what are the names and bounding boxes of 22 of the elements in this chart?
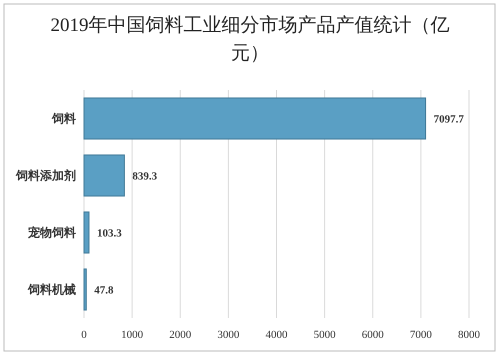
- x-tick-label: 1000: [121, 329, 144, 341]
- bar: [84, 211, 90, 254]
- data-label: 103.3: [96, 228, 122, 240]
- x-tick-label: 2000: [169, 329, 192, 341]
- bar: [84, 268, 87, 311]
- y-tick-label: 宠物饲料: [27, 226, 76, 240]
- y-tick-label: 饲料添加剂: [15, 168, 76, 182]
- x-tick-label: 7000: [410, 329, 432, 341]
- x-tick-label: 6000: [362, 329, 384, 341]
- data-label: 7097.7: [434, 114, 464, 126]
- data-label: 47.8: [94, 284, 114, 296]
- chart-title: 2019年中国饲料工业细分市场产品产值统计（亿元）: [50, 14, 450, 66]
- y-tick-label: 饲料机械: [27, 282, 76, 296]
- bar: [84, 97, 426, 140]
- x-tick-label: 4000: [266, 329, 288, 341]
- x-tick-label: 0: [81, 329, 88, 341]
- data-label: 839.3: [132, 170, 158, 182]
- x-tick-label: 5000: [314, 329, 336, 341]
- x-tick-label: 8000: [458, 329, 480, 341]
- y-tick-label: 饲料: [51, 112, 76, 126]
- x-tick-label: 3000: [217, 329, 240, 341]
- bar: [84, 154, 125, 197]
